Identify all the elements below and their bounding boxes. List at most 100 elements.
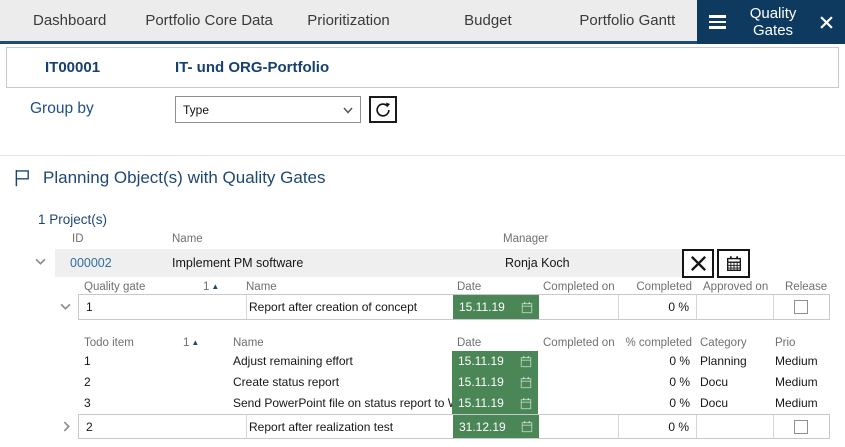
todo-date-cell[interactable]: 15.11.19: [452, 393, 538, 414]
todo-pct: 0 %: [669, 396, 690, 410]
todo-name: Adjust remaining effort: [233, 354, 353, 368]
todo-date: 15.11.19: [458, 354, 504, 368]
col-id[interactable]: ID: [72, 233, 84, 245]
todo-item-row: 1 Adjust remaining effort 15.11.19 0 % P…: [0, 351, 845, 372]
calendar-icon[interactable]: [520, 355, 532, 368]
chevron-down-icon: [343, 107, 353, 114]
release-checkbox[interactable]: [794, 300, 808, 314]
tab-portfolio-gantt[interactable]: Portfolio Gantt: [579, 12, 676, 29]
portfolio-name: IT- und ORG-Portfolio: [175, 59, 330, 76]
gate-date-cell[interactable]: 15.11.19: [453, 295, 539, 319]
todo-category: Docu: [700, 396, 729, 410]
calendar-button[interactable]: [717, 249, 750, 278]
col-todo-prio[interactable]: Prio: [775, 337, 796, 349]
tab-budget[interactable]: Budget: [464, 12, 512, 29]
gate-date: 15.11.19: [459, 300, 505, 314]
todo-prio: Medium: [775, 396, 818, 410]
todo-number: 1: [84, 354, 91, 368]
todo-category: Planning: [700, 354, 747, 368]
delete-button[interactable]: [682, 249, 714, 278]
cell-divider: [773, 295, 774, 319]
project-id-link[interactable]: 000002: [70, 256, 112, 270]
sort-indicator[interactable]: 1 ▲: [183, 337, 199, 349]
refresh-icon: [376, 101, 391, 117]
calendar-icon[interactable]: [521, 420, 533, 433]
calendar-icon[interactable]: [521, 301, 533, 314]
todo-pct: 0 %: [669, 354, 690, 368]
col-gate-release[interactable]: Release: [785, 281, 828, 293]
cell-divider: [696, 415, 697, 438]
cell-divider: [246, 415, 247, 438]
gate-completed: 0 %: [668, 300, 689, 314]
section-header: Planning Object(s) with Quality Gates: [12, 167, 326, 188]
col-name[interactable]: Name: [172, 233, 203, 245]
chevron-right-icon[interactable]: [63, 421, 70, 432]
todo-name: Create status report: [233, 375, 340, 389]
cell-divider: [246, 295, 247, 319]
chevron-down-icon[interactable]: [35, 258, 46, 265]
todo-date-cell[interactable]: 15.11.19: [452, 372, 538, 393]
calendar-icon[interactable]: [520, 376, 532, 389]
divider: [0, 155, 845, 156]
todo-number: 3: [84, 396, 91, 410]
col-gate-name[interactable]: Name: [246, 281, 277, 293]
chevron-down-icon[interactable]: [60, 303, 71, 310]
sort-order: 1: [203, 281, 210, 293]
tab-quality-gates[interactable]: Quality Gates: [697, 0, 845, 44]
col-gate-completed[interactable]: Completed: [636, 281, 692, 293]
col-gate-completed-on[interactable]: Completed on: [543, 281, 615, 293]
menu-icon[interactable]: [709, 15, 727, 29]
gate-name: Report after creation of concept: [249, 300, 418, 314]
portfolio-id: IT00001: [45, 59, 101, 76]
sort-indicator[interactable]: 1 ▲: [203, 281, 219, 293]
group-by-select[interactable]: Type: [175, 96, 361, 123]
tab-bar: Dashboard Portfolio Core Data Prioritiza…: [0, 0, 845, 44]
sort-ascending-icon: ▲: [191, 338, 200, 347]
refresh-button[interactable]: [369, 96, 397, 123]
col-todo-item[interactable]: Todo item: [84, 337, 134, 349]
todo-date-cell[interactable]: 15.11.19: [452, 351, 538, 372]
calendar-icon[interactable]: [520, 397, 532, 410]
col-gate-approved-on[interactable]: Approved on: [703, 281, 769, 293]
tab-prioritization[interactable]: Prioritization: [307, 12, 390, 29]
cell-divider: [696, 295, 697, 319]
todo-category: Docu: [700, 375, 729, 389]
project-manager: Ronja Koch: [505, 256, 570, 270]
todo-name: Send PowerPoint file on status report to…: [233, 396, 511, 410]
todo-item-row: 3 Send PowerPoint file on status report …: [0, 393, 845, 414]
cell-divider: [618, 295, 619, 319]
todo-prio: Medium: [775, 354, 818, 368]
gate-completed: 0 %: [668, 419, 689, 434]
todo-number: 2: [84, 375, 91, 389]
gate-number: 2: [86, 419, 93, 434]
gate-approved-on: [698, 295, 771, 319]
close-icon[interactable]: [820, 15, 833, 29]
col-todo-date[interactable]: Date: [457, 337, 482, 349]
tab-portfolio-core-data[interactable]: Portfolio Core Data: [145, 12, 273, 29]
project-name: Implement PM software: [172, 256, 304, 270]
col-todo-completed-on[interactable]: Completed on: [543, 337, 615, 349]
project-count: 1 Project(s): [38, 212, 108, 227]
release-checkbox[interactable]: [794, 419, 808, 434]
todo-pct: 0 %: [669, 375, 690, 389]
col-manager[interactable]: Manager: [503, 233, 549, 245]
tab-dashboard[interactable]: Dashboard: [33, 12, 107, 29]
group-by-value: Type: [183, 102, 210, 117]
gate-date: 31.12.19: [459, 419, 506, 434]
col-todo-pct[interactable]: % completed: [625, 337, 692, 349]
flag-icon: [15, 170, 29, 187]
col-gate-date[interactable]: Date: [457, 281, 482, 293]
todo-date: 15.11.19: [458, 396, 504, 410]
todo-date: 15.11.19: [458, 375, 504, 389]
sort-order: 1: [183, 337, 190, 349]
gate-approved-on: [698, 415, 771, 438]
col-quality-gate[interactable]: Quality gate: [84, 281, 146, 293]
gate-number: 1: [86, 300, 93, 314]
active-tab-label: Quality Gates: [749, 5, 797, 39]
col-todo-name[interactable]: Name: [233, 337, 264, 349]
sort-ascending-icon: ▲: [211, 282, 220, 291]
calendar-icon: [726, 255, 741, 271]
gate-date-cell[interactable]: 31.12.19: [453, 415, 539, 438]
col-todo-category[interactable]: Category: [700, 337, 747, 349]
